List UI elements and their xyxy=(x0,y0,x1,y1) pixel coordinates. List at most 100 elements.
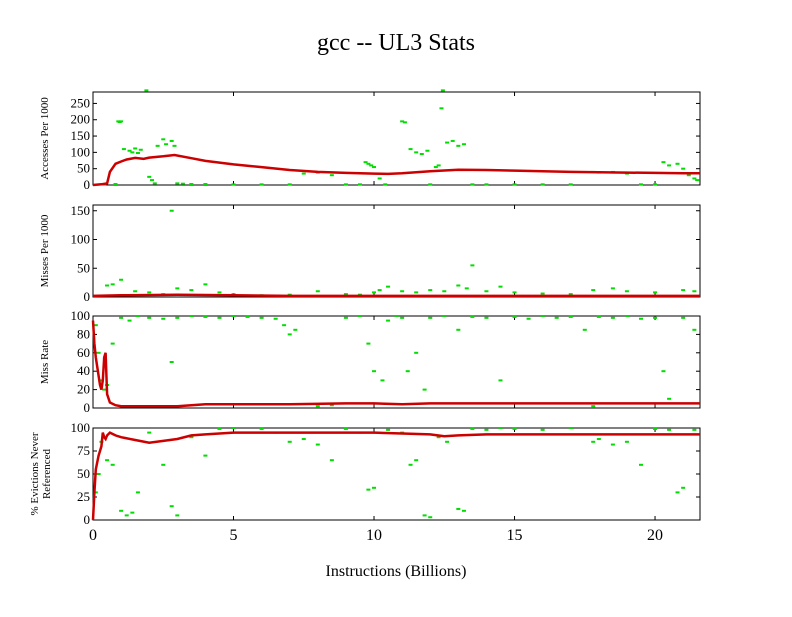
evictions-ytick-label: 25 xyxy=(77,489,90,504)
missrate-sample-point xyxy=(231,315,236,317)
accesses-sample-point xyxy=(366,162,371,165)
accesses-frame xyxy=(92,91,701,186)
evictions-sample-point xyxy=(653,427,658,430)
evictions-sample-point xyxy=(259,427,264,430)
missrate-ytick-label: 80 xyxy=(77,326,90,341)
evictions-sample-point xyxy=(231,427,236,429)
misses-sample-point xyxy=(400,290,405,293)
evictions-sample-point xyxy=(470,427,475,430)
accesses-sample-point xyxy=(369,164,374,167)
missrate-sample-point xyxy=(442,315,447,317)
accesses-sample-point xyxy=(357,183,362,186)
missrate-sample-point xyxy=(653,316,658,319)
evictions-sample-point xyxy=(624,440,629,443)
accesses-sample-point xyxy=(121,148,126,151)
missrate-sample-point xyxy=(135,315,140,317)
accesses-sample-point xyxy=(419,153,424,155)
accesses-sample-point xyxy=(456,144,461,147)
evictions-sample-point xyxy=(124,514,129,517)
accesses-sample-point xyxy=(175,182,180,185)
missrate-sample-point xyxy=(287,333,292,336)
accesses-sample-point xyxy=(428,183,433,186)
missrate-sample-point xyxy=(512,315,517,318)
evictions-sample-point xyxy=(568,427,573,429)
misses-sample-point xyxy=(428,289,433,292)
missrate-sample-point xyxy=(484,316,489,319)
accesses-sample-point xyxy=(372,166,377,169)
evictions-sample-point xyxy=(105,459,110,462)
accesses-sample-point xyxy=(470,183,475,186)
evictions-sample-point xyxy=(498,427,503,429)
evictions-sample-point xyxy=(484,428,489,431)
evictions-sample-point xyxy=(428,516,433,519)
evictions-sample-point xyxy=(422,514,427,517)
misses-sample-point xyxy=(169,209,174,212)
accesses-sample-point xyxy=(638,183,643,186)
evictions-ytick-label: 0 xyxy=(84,512,91,527)
missrate-sample-point xyxy=(273,317,278,320)
missrate-sample-point xyxy=(582,328,587,331)
misses-sample-point xyxy=(414,291,419,294)
misses-sample-point xyxy=(591,289,596,292)
accesses-sample-point xyxy=(231,183,236,186)
evictions-sample-point xyxy=(681,486,686,489)
misses-sample-point xyxy=(470,264,475,267)
evictions-frame xyxy=(92,427,701,521)
accesses-sample-point xyxy=(402,121,407,124)
missrate-sample-point xyxy=(110,342,115,345)
evictions-sample-point xyxy=(456,507,461,510)
accesses-sample-point xyxy=(301,172,306,175)
accesses-sample-point xyxy=(127,149,132,152)
x-tick-label: 10 xyxy=(366,527,382,544)
evictions-sample-point xyxy=(386,428,391,431)
missrate-sample-point xyxy=(661,370,666,373)
evictions-sample-point xyxy=(147,431,152,434)
missrate-ytick-label: 0 xyxy=(84,400,91,415)
missrate-sample-point xyxy=(405,370,410,373)
accesses-sample-point xyxy=(568,183,573,186)
evictions-sample-point xyxy=(461,509,466,512)
accesses-sample-point xyxy=(512,183,517,186)
missrate-sample-point xyxy=(414,351,419,354)
accesses-sample-point xyxy=(130,151,135,154)
missrate-ylabel: Miss Rate xyxy=(39,340,51,384)
panel-misses: 0 50 100 150 Misses Per 1000 xyxy=(39,203,701,304)
misses-sample-point xyxy=(217,291,222,294)
accesses-ytick-label: 200 xyxy=(71,112,91,127)
missrate-sample-point xyxy=(169,361,174,363)
evictions-sample-point xyxy=(287,440,292,443)
accesses-ytick-label: 150 xyxy=(71,128,91,143)
misses-sample-point xyxy=(175,287,180,290)
accesses-sample-point xyxy=(440,89,445,92)
evictions-sample-point xyxy=(110,463,115,466)
misses-sample-point xyxy=(681,289,686,292)
missrate-sample-point xyxy=(245,315,250,318)
evictions-ylabel: % Evictions Never xyxy=(29,432,41,515)
accesses-sample-point xyxy=(695,179,700,182)
missrate-sample-point xyxy=(99,379,104,382)
missrate-sample-point xyxy=(428,316,433,319)
accesses-sample-point xyxy=(155,144,160,147)
missrate-sample-point xyxy=(568,315,573,318)
missrate-sample-point xyxy=(203,315,208,318)
accesses-sample-point xyxy=(189,183,194,186)
accesses-sample-point xyxy=(436,164,441,167)
accesses-sample-point xyxy=(661,161,666,164)
evictions-sample-point xyxy=(414,459,419,462)
accesses-cumulative-line xyxy=(92,153,700,187)
misses-sample-point xyxy=(653,291,658,294)
evictions-sample-point xyxy=(119,509,124,512)
missrate-sample-point xyxy=(259,316,264,319)
misses-sample-point xyxy=(456,284,461,287)
accesses-sample-point xyxy=(138,148,143,151)
accesses-sample-point xyxy=(152,182,157,185)
accesses-sample-point xyxy=(180,182,185,185)
evictions-sample-point xyxy=(135,491,140,494)
missrate-sample-point xyxy=(692,328,697,331)
evictions-sample-point xyxy=(372,486,377,489)
evictions-sample-point xyxy=(217,427,222,430)
missrate-ytick-label: 100 xyxy=(71,308,91,323)
misses-sample-point xyxy=(189,289,194,292)
